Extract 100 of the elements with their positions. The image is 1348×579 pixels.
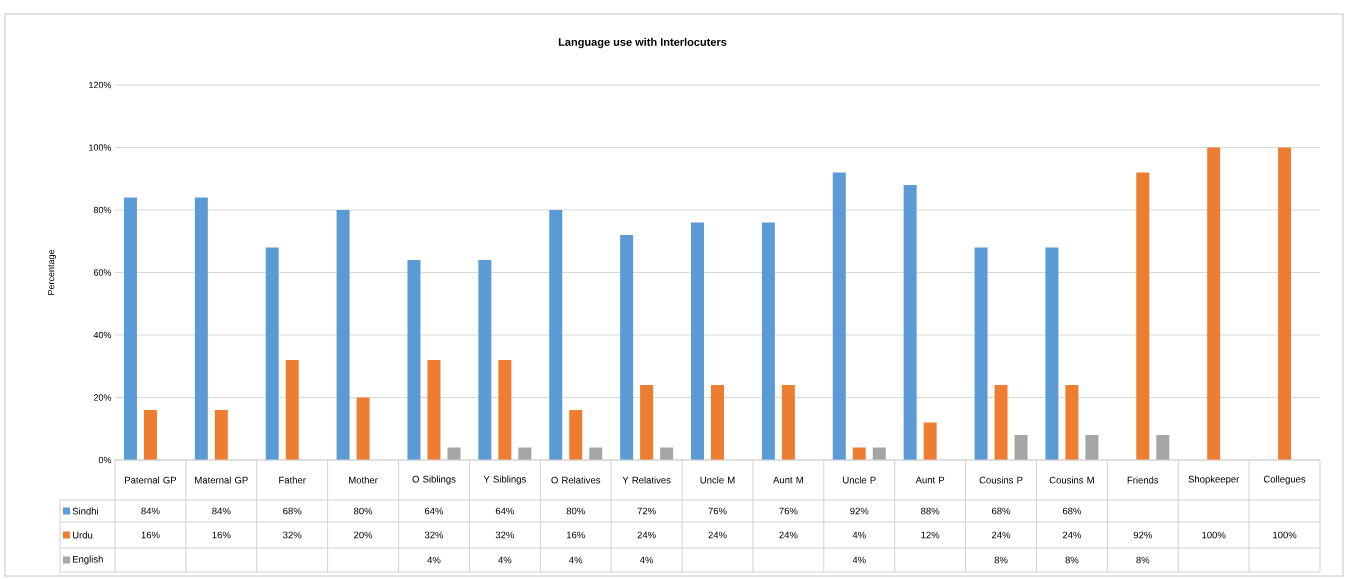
data-label: 100% [1273, 531, 1297, 539]
bar [569, 410, 583, 460]
bar [711, 385, 724, 460]
y-axis-title: Percentage [47, 249, 57, 295]
data-label: 8% [994, 556, 1008, 564]
x-tick-label: Uncle P [843, 476, 876, 484]
data-label: 76% [779, 507, 798, 515]
bar [1085, 435, 1099, 460]
chart-title: Language use with Interlocuters [558, 37, 727, 49]
x-tick-label: O Relatives [551, 476, 601, 484]
bar [1136, 172, 1150, 460]
bar [336, 210, 350, 460]
data-label: 8% [1065, 556, 1079, 564]
bar [781, 385, 795, 460]
x-tick-label: Uncle M [700, 476, 735, 484]
data-label: 24% [708, 531, 727, 539]
bar [265, 247, 279, 460]
data-label: 64% [424, 507, 444, 515]
x-tick-label: Cousins P [979, 476, 1023, 484]
bar [214, 410, 228, 460]
x-tick-label: O Siblings [412, 475, 456, 485]
y-tick-label: 100% [89, 144, 112, 151]
x-tick-label: Friends [1127, 476, 1159, 484]
data-label: 68% [1062, 507, 1082, 515]
legend-label: English [72, 555, 103, 565]
bar [691, 222, 704, 460]
bar [832, 172, 846, 460]
bar [620, 235, 634, 460]
bar [549, 210, 563, 460]
data-label: 4% [427, 556, 441, 564]
data-label: 68% [992, 507, 1011, 515]
x-tick-label: Maternal GP [195, 476, 248, 484]
bar [498, 360, 512, 460]
data-label: 72% [637, 507, 656, 515]
data-label: 64% [495, 507, 515, 515]
data-label: 92% [850, 507, 869, 515]
data-label: 8% [1136, 556, 1150, 564]
y-tick-label: 0% [98, 456, 112, 464]
bar [407, 260, 421, 460]
data-label: 80% [566, 507, 585, 515]
y-tick-label: 20% [93, 394, 112, 401]
x-tick-label: Paternal GP [125, 476, 177, 484]
x-tick-label: Aunt P [915, 476, 945, 484]
data-label: 24% [992, 531, 1011, 539]
data-label: 16% [212, 531, 231, 539]
data-label: 16% [566, 531, 585, 539]
data-label: 32% [283, 531, 302, 539]
bar [974, 247, 988, 460]
data-label: 84% [212, 507, 231, 515]
bar [356, 397, 370, 460]
y-tick-label: 80% [93, 206, 112, 214]
data-label: 4% [569, 556, 583, 564]
x-tick-label: Y Relatives [622, 476, 671, 484]
x-tick-label: Y Siblings [483, 475, 526, 485]
data-label: 4% [639, 556, 654, 564]
data-label: 100% [1202, 531, 1226, 539]
y-tick-label: 60% [93, 269, 112, 276]
bar [994, 385, 1008, 460]
x-tick-label: Shopkeeper [1188, 475, 1240, 485]
data-label: 92% [1133, 531, 1152, 539]
data-label: 68% [283, 507, 302, 515]
bar [143, 410, 157, 460]
bar [123, 197, 137, 460]
y-tick-label: 40% [93, 331, 112, 339]
data-label: 12% [921, 531, 940, 539]
legend-label: Sindhi [72, 507, 98, 515]
data-label: 84% [141, 507, 160, 515]
bar [285, 360, 299, 460]
data-label: 16% [141, 531, 160, 539]
bar [903, 185, 917, 460]
data-label: 24% [637, 531, 656, 539]
y-tick-label: 120% [89, 81, 112, 89]
data-label: 88% [921, 507, 940, 515]
data-label: 4% [852, 556, 866, 564]
bar [1065, 385, 1079, 460]
bar [923, 422, 937, 460]
bar [761, 222, 775, 460]
bar [478, 260, 492, 460]
bar [1278, 147, 1292, 460]
bar [427, 360, 441, 460]
data-label: 24% [779, 531, 798, 539]
x-tick-label: Cousins M [1049, 476, 1094, 484]
x-tick-label: Mother [349, 476, 378, 484]
bar [1014, 435, 1028, 460]
data-label: 20% [354, 531, 373, 539]
data-label: 76% [708, 507, 727, 515]
data-label: 24% [1062, 531, 1082, 539]
data-label: 4% [852, 531, 866, 539]
x-tick-label: Aunt M [773, 476, 803, 484]
x-tick-label: Collegues [1263, 475, 1306, 485]
bar [640, 385, 654, 460]
legend-label: Urdu [72, 531, 93, 539]
bar [1156, 435, 1170, 460]
bar [1207, 147, 1221, 460]
bar [1045, 247, 1059, 460]
bar [194, 197, 208, 460]
data-label: 32% [424, 531, 444, 539]
data-label: 32% [495, 531, 515, 539]
x-tick-label: Father [279, 476, 306, 484]
data-label: 80% [353, 507, 373, 515]
